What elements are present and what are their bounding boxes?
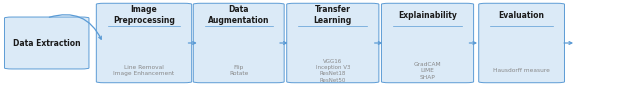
FancyBboxPatch shape — [4, 17, 89, 69]
Text: Line Removal
Image Enhancement: Line Removal Image Enhancement — [113, 65, 175, 76]
Text: Hausdorff measure: Hausdorff measure — [493, 68, 550, 73]
Text: Transfer
Learning: Transfer Learning — [314, 5, 352, 25]
Text: Image
Preprocessing: Image Preprocessing — [113, 5, 175, 25]
Text: Flip
Rotate: Flip Rotate — [229, 65, 248, 76]
Text: Data
Augmentation: Data Augmentation — [208, 5, 269, 25]
Text: Evaluation: Evaluation — [499, 11, 545, 20]
FancyBboxPatch shape — [193, 3, 284, 83]
FancyBboxPatch shape — [287, 3, 379, 83]
Text: GradCAM
LIME
SHAP: GradCAM LIME SHAP — [413, 62, 442, 80]
Text: VGG16
Inception V3
ResNet18
ResNet50: VGG16 Inception V3 ResNet18 ResNet50 — [316, 59, 350, 83]
Text: Data Extraction: Data Extraction — [13, 39, 81, 47]
Text: Explainability: Explainability — [398, 11, 457, 20]
FancyBboxPatch shape — [479, 3, 564, 83]
FancyBboxPatch shape — [96, 3, 192, 83]
FancyBboxPatch shape — [381, 3, 474, 83]
